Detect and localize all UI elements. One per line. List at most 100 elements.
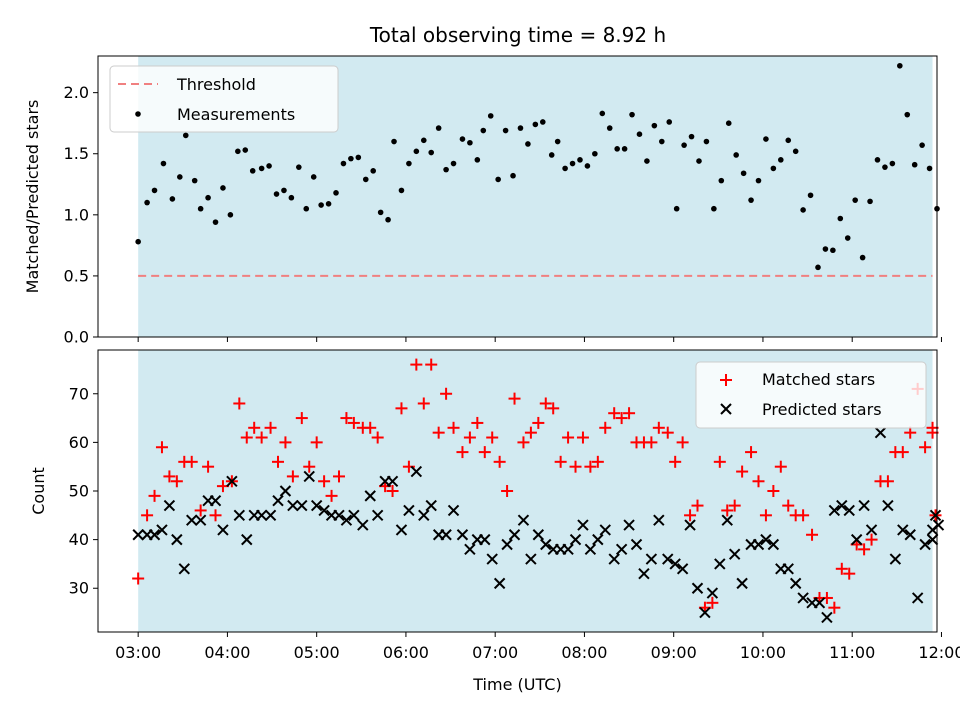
ratio-legend-box	[109, 65, 339, 133]
x-tick-label: 10:00	[740, 643, 786, 662]
matched-star-point	[820, 591, 833, 604]
x-tick-label: 11:00	[829, 643, 875, 662]
measurement-point	[160, 160, 167, 167]
matched-star-point	[904, 426, 917, 439]
predicted-star-point	[395, 524, 408, 536]
measurement-point	[844, 235, 851, 241]
predicted-star-point	[828, 504, 841, 517]
measurement-point	[151, 187, 158, 194]
count-y-tick-label: 30	[69, 579, 89, 598]
measurement-point	[502, 127, 509, 134]
matched-star-point	[417, 397, 430, 410]
measurement-point	[562, 165, 568, 172]
matched-star-point	[806, 528, 819, 541]
predicted-star-point	[932, 519, 945, 531]
matched-star-point	[721, 504, 734, 517]
measurement-point	[681, 142, 687, 148]
matched-star-point	[858, 543, 871, 556]
measurement-point	[355, 154, 362, 161]
predicted-star-point	[760, 533, 772, 546]
matched-star-point	[410, 358, 423, 371]
matched-star-point	[623, 407, 636, 420]
matched-star-point	[132, 572, 145, 585]
matched-star-point	[155, 441, 168, 454]
predicted-star-point	[623, 519, 635, 531]
matched-star-point	[240, 431, 253, 444]
measurement-point	[696, 158, 702, 164]
count-panel: 30 40 50 60 70 03:00 04:00 05:00 06:00 07:00 08:0…	[29, 349, 960, 694]
predicted-star-point	[479, 533, 491, 546]
measurement-point	[569, 160, 576, 167]
matched-star-point	[402, 460, 415, 473]
measurement-point	[495, 176, 501, 183]
matched-star-point	[569, 460, 582, 473]
ratio-y-tick-label: 0.0	[64, 328, 89, 347]
matched-star-point	[645, 436, 658, 449]
matched-star-point	[691, 499, 704, 512]
predicted-star-point	[699, 606, 711, 619]
ratio-y-tick-label: 0.5	[64, 266, 89, 285]
predicted-star-point	[348, 509, 360, 522]
ratio-x-ticks	[137, 337, 942, 342]
matched-star-point	[782, 499, 795, 512]
predicted-star-point	[371, 509, 384, 522]
measurement-point	[288, 194, 295, 201]
measurement-point	[867, 198, 873, 205]
matched-star-point	[332, 470, 345, 483]
predicted-star-point	[340, 514, 353, 526]
matched-stars-legend-swatch	[720, 374, 732, 386]
predicted-star-point	[736, 577, 748, 590]
matched-star-point	[493, 455, 506, 468]
matched-star-point	[539, 397, 552, 410]
measurement-point	[391, 138, 397, 145]
matched-star-point	[303, 460, 316, 473]
measurement-point	[249, 168, 256, 174]
measurement-point	[406, 160, 412, 167]
matched-star-point	[209, 509, 222, 522]
predicted-star-point	[562, 543, 574, 556]
predicted-star-point	[904, 529, 916, 541]
matched-star-point	[562, 431, 575, 444]
predicted-star-point	[645, 553, 658, 565]
predicted-star-point	[782, 563, 794, 575]
predicted-star-point	[525, 553, 537, 565]
predicted-star-point	[418, 509, 430, 522]
matched-star-point	[615, 412, 628, 425]
predicted-star-point	[493, 577, 506, 590]
measurement-point	[644, 158, 650, 164]
matched-star-point	[728, 499, 741, 512]
measurement-point	[919, 142, 925, 148]
matched-star-point	[745, 446, 758, 459]
predicted-star-point	[540, 538, 552, 551]
matched-star-point	[752, 475, 765, 488]
predicted-stars-series	[132, 426, 945, 624]
measurement-point	[629, 111, 635, 118]
predicted-star-point	[653, 514, 665, 526]
measurement-point	[318, 202, 324, 208]
measurement-point	[911, 161, 918, 168]
measurement-point	[599, 110, 606, 117]
matched-star-point	[255, 431, 268, 444]
predicted-star-point	[850, 533, 863, 546]
measurements-legend-swatch	[135, 111, 141, 117]
predicted-star-point	[919, 538, 931, 551]
measurement-point	[428, 149, 435, 156]
ratio-y-tick-label: 1.5	[64, 144, 89, 163]
measurement-point	[770, 165, 777, 172]
matched-star-point	[661, 426, 674, 439]
predicted-star-point	[767, 538, 780, 551]
matched-star-point	[141, 509, 154, 522]
predicted-star-point	[287, 499, 299, 512]
x-tick-label: 08:00	[561, 643, 607, 662]
matched-star-point	[584, 460, 597, 473]
matched-star-point	[919, 441, 932, 454]
measurement-point	[904, 111, 911, 118]
measurement-point	[273, 191, 280, 197]
matched-star-point	[736, 465, 749, 478]
measurement-point	[554, 138, 561, 145]
measurement-point	[467, 139, 473, 146]
matched-star-point	[386, 485, 399, 497]
matched-star-point	[295, 412, 308, 425]
matched-star-point	[684, 509, 697, 522]
matched-star-point	[591, 455, 604, 468]
